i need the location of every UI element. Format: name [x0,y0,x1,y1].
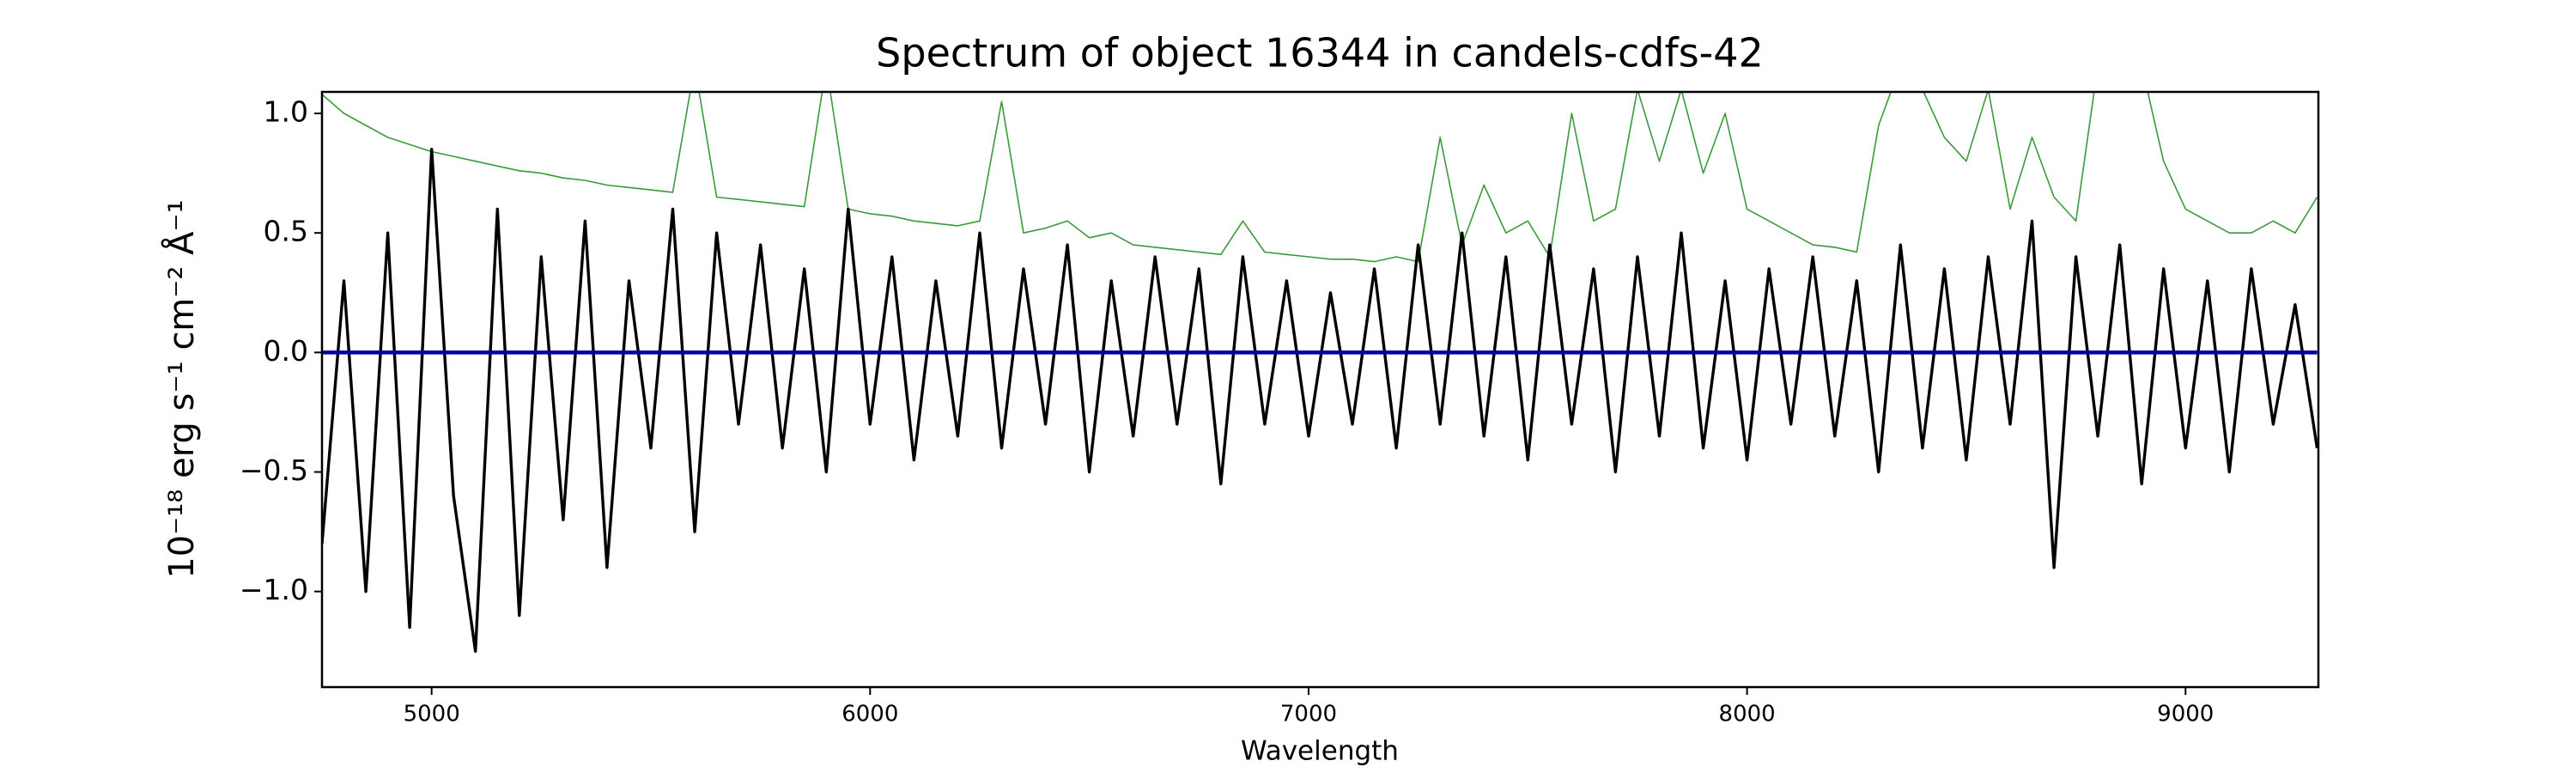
plot-area [322,92,2318,653]
spectrum-line [322,148,2318,653]
y-tick-label: 0.5 [264,215,308,248]
x-tick-label: 7000 [1280,702,1337,727]
spectrum-line [322,92,2318,263]
plot-frame [320,90,2320,689]
x-tick-label: 6000 [841,702,898,727]
x-axis-label: Wavelength [1241,736,1399,767]
y-tick-label: −1.0 [240,573,308,606]
y-tick-label: −0.5 [240,453,308,487]
y-axis-label: 10⁻¹⁸ erg s⁻¹ cm⁻² Å⁻¹ [161,199,202,578]
y-tick-label: 0.0 [264,334,308,368]
x-tick-label: 9000 [2157,702,2214,727]
chart-title: Spectrum of object 16344 in candels-cdfs… [876,30,1764,76]
y-tick-label: 1.0 [264,95,308,129]
x-tick-label: 5000 [404,702,460,727]
x-tick-label: 8000 [1719,702,1776,727]
